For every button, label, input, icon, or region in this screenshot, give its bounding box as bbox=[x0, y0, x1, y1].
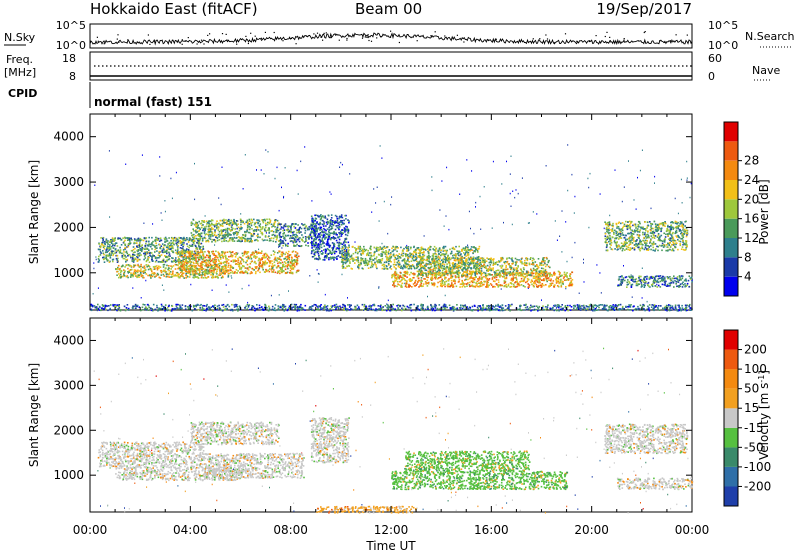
colorbar-swatch bbox=[724, 238, 738, 258]
colorbar-tick-label: -100 bbox=[744, 460, 771, 474]
nsky-label: N.Sky bbox=[4, 31, 36, 44]
colorbar-swatch bbox=[724, 122, 738, 142]
freq-unit-label: [MHz] bbox=[4, 66, 36, 79]
y-tick-label: 2000 bbox=[53, 220, 84, 234]
nsky-panel bbox=[89, 23, 693, 49]
echo-region bbox=[202, 452, 305, 479]
power-panel: 1000 2000 3000 4000 bbox=[53, 113, 693, 312]
nave-label: Nave bbox=[752, 64, 780, 77]
echo-region bbox=[391, 270, 574, 288]
cpid-text: normal (fast) 151 bbox=[94, 95, 212, 109]
colorbar-swatch bbox=[724, 257, 738, 277]
colorbar-swatch bbox=[724, 466, 738, 487]
velocity-ylabel: Slant Range [km] bbox=[27, 363, 41, 467]
power-colorbar: 4 8 12 16 20 24 28 bbox=[723, 121, 759, 297]
y-tick-label: 1000 bbox=[53, 266, 84, 280]
colorbar-swatch bbox=[724, 447, 738, 467]
velocity-panel: 1000 2000 3000 4000 bbox=[53, 317, 694, 514]
echo-region bbox=[617, 275, 693, 288]
colorbar-swatch bbox=[724, 369, 738, 389]
colorbar-swatch bbox=[724, 276, 738, 296]
freq-tick-bottom: 8 bbox=[69, 70, 76, 83]
colorbar-tick-label: 20 bbox=[744, 192, 759, 206]
colorbar-tick-label: -50 bbox=[744, 440, 764, 454]
x-tick-labels: 00:00 04:00 08:00 12:00 16:00 20:00 00:00 bbox=[73, 523, 710, 537]
x-tick-label: 08:00 bbox=[273, 523, 308, 537]
echo-region bbox=[90, 303, 693, 312]
y-tick-label: 3000 bbox=[53, 175, 84, 189]
colorbar-tick-label: 16 bbox=[744, 212, 759, 226]
y-tick-label: 2000 bbox=[53, 423, 84, 437]
nsky-tick-top: 10^5 bbox=[56, 19, 86, 32]
colorbar-tick-label: 4 bbox=[744, 270, 752, 284]
freq-tick-top: 18 bbox=[62, 52, 76, 65]
velocity-colorbar-label: Velocity [m s-1] bbox=[757, 370, 771, 460]
x-tick-label: 20:00 bbox=[574, 523, 609, 537]
x-tick-label: 04:00 bbox=[173, 523, 208, 537]
panel-frame bbox=[89, 317, 693, 513]
colorbar-swatch bbox=[724, 180, 738, 200]
echo-region bbox=[97, 441, 205, 468]
y-tick-label: 3000 bbox=[53, 378, 84, 392]
echo-region bbox=[310, 214, 350, 261]
colorbar-swatch bbox=[724, 141, 738, 161]
x-tick-label: 00:00 bbox=[73, 523, 108, 537]
colorbar-swatch bbox=[724, 160, 738, 180]
power-ylabel: Slant Range [km] bbox=[27, 160, 41, 264]
y-tick-label: 1000 bbox=[53, 468, 84, 482]
freq-label: Freq. bbox=[6, 53, 33, 66]
colorbar-tick-label: -200 bbox=[744, 479, 771, 493]
echo-region bbox=[190, 218, 280, 243]
y-tick-label: 4000 bbox=[53, 333, 84, 347]
colorbar-swatch bbox=[724, 408, 738, 428]
nsearch-tick-bottom: 10^0 bbox=[708, 39, 738, 52]
x-tick-label: 12:00 bbox=[374, 523, 409, 537]
cpid-label: CPID bbox=[8, 87, 37, 100]
echo-region bbox=[416, 256, 551, 277]
nsearch-label: N.Search bbox=[745, 30, 795, 43]
colorbar-swatch bbox=[724, 427, 738, 448]
echo-region bbox=[177, 250, 300, 275]
x-tick-label: 16:00 bbox=[474, 523, 509, 537]
echo-region bbox=[310, 417, 350, 464]
x-axis-label: Time UT bbox=[365, 539, 416, 553]
echo-region bbox=[391, 470, 569, 491]
echo-region bbox=[604, 423, 689, 455]
echo-region bbox=[604, 220, 689, 252]
colorbar-swatch bbox=[724, 349, 738, 370]
x-tick-label: 00:00 bbox=[675, 523, 710, 537]
nsky-trace bbox=[89, 30, 693, 46]
nave-tick-bottom: 0 bbox=[708, 70, 715, 83]
colorbar-swatch bbox=[724, 330, 738, 350]
colorbar-tick-label: 24 bbox=[744, 173, 759, 187]
beam-label: Beam 00 bbox=[355, 0, 422, 18]
colorbar-tick-label: 50 bbox=[744, 382, 759, 396]
colorbar-tick-label: 28 bbox=[744, 154, 759, 168]
colorbar-tick-label: 100 bbox=[744, 362, 767, 376]
freq-panel bbox=[89, 51, 693, 81]
velocity-colorbar: 200 100 50 15 -15 -50 -100 -200 bbox=[723, 329, 771, 507]
colorbar-swatch bbox=[724, 218, 738, 238]
y-tick-label: 4000 bbox=[53, 130, 84, 144]
nave-tick-top: 60 bbox=[708, 52, 722, 65]
colorbar-swatch bbox=[724, 199, 738, 219]
power-colorbar-label: Power [dB] bbox=[757, 179, 771, 244]
colorbar-tick-label: 15 bbox=[744, 401, 759, 415]
colorbar-swatch bbox=[724, 388, 738, 409]
date-label: 19/Sep/2017 bbox=[596, 0, 692, 18]
echo-region bbox=[316, 505, 417, 514]
colorbar-tick-label: 12 bbox=[744, 231, 759, 245]
nsearch-tick-top: 10^5 bbox=[708, 19, 738, 32]
colorbar-swatch bbox=[724, 486, 738, 506]
panel-frame bbox=[89, 113, 693, 311]
echo-region bbox=[190, 421, 280, 446]
echo-region bbox=[616, 477, 694, 491]
station-title: Hokkaido East (fitACF) bbox=[90, 0, 258, 18]
colorbar-tick-label: -15 bbox=[744, 421, 764, 435]
colorbar-tick-label: 200 bbox=[744, 343, 767, 357]
colorbar-tick-label: 8 bbox=[744, 250, 752, 264]
echo-region bbox=[404, 450, 531, 473]
nsky-tick-bottom: 10^0 bbox=[56, 39, 86, 52]
